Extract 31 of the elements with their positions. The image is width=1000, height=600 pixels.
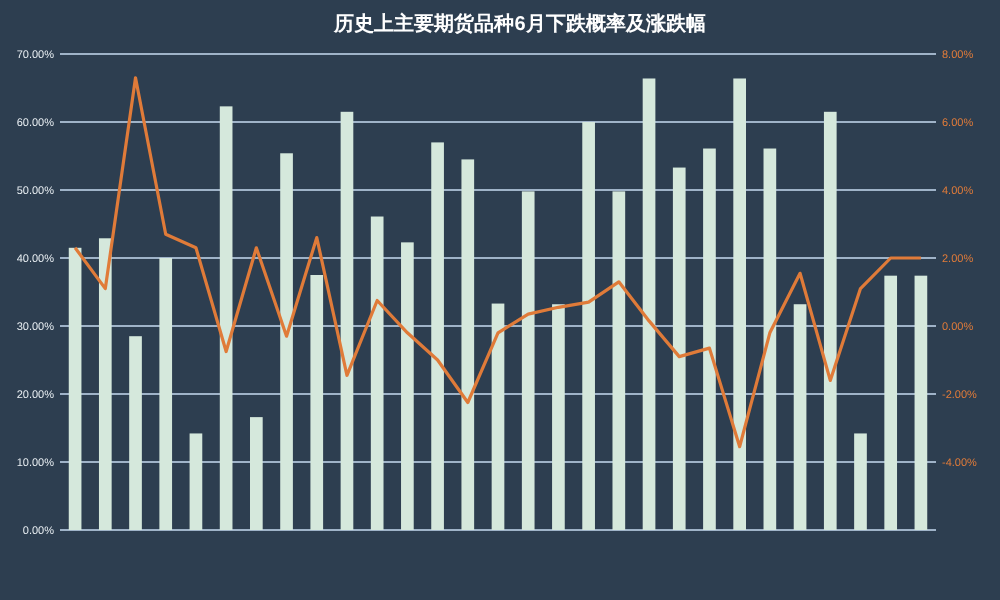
- bar: [159, 258, 173, 530]
- bar: [68, 247, 82, 530]
- bar: [552, 304, 565, 530]
- bar: [703, 148, 716, 530]
- bar: [340, 111, 354, 530]
- chart-title: 历史上主要期货品种6月下跌概率及涨跌幅: [332, 12, 706, 36]
- bar: [582, 122, 595, 530]
- bar: [854, 433, 867, 530]
- bar: [280, 153, 293, 530]
- bar: [642, 78, 656, 530]
- bar: [521, 191, 535, 530]
- bar: [884, 275, 898, 530]
- bar: [250, 417, 263, 530]
- bar: [914, 275, 928, 530]
- bar: [431, 142, 444, 530]
- line-series: [73, 76, 923, 449]
- bar: [461, 159, 475, 530]
- bar: [763, 148, 777, 530]
- bar: [129, 336, 142, 530]
- bar: [370, 216, 384, 530]
- bar: [793, 304, 807, 530]
- bar: [310, 275, 324, 530]
- bar: [219, 106, 233, 530]
- bar: [823, 111, 837, 530]
- bar: [189, 433, 203, 530]
- bar: [491, 303, 505, 530]
- bar: [98, 238, 112, 530]
- bar: [612, 191, 626, 530]
- bar: [401, 242, 414, 530]
- bar: [733, 78, 746, 530]
- bar: [672, 167, 686, 530]
